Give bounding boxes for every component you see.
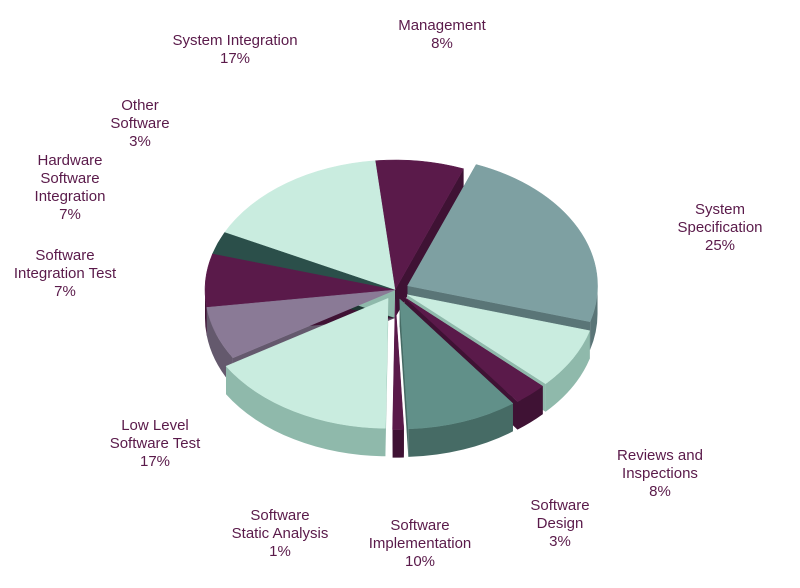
label-system_integration: System Integration17%	[172, 32, 297, 67]
label-system_specification: SystemSpecification25%	[677, 201, 762, 254]
slice-rim	[393, 429, 404, 457]
label-software_integration_test: SoftwareIntegration Test7%	[14, 247, 117, 300]
label-reviews_inspections: Reviews andInspections8%	[617, 447, 703, 500]
label-low_level_software_test: Low LevelSoftware Test17%	[110, 417, 201, 470]
label-software_static_analysis: SoftwareStatic Analysis1%	[232, 507, 329, 560]
label-software_design: SoftwareDesign3%	[530, 497, 589, 550]
label-software_implementation: SoftwareImplementation10%	[369, 517, 472, 570]
label-hardware_software_integration: HardwareSoftwareIntegration7%	[35, 152, 106, 223]
label-management: Management8%	[398, 17, 486, 52]
label-other_software: OtherSoftware3%	[110, 97, 169, 150]
